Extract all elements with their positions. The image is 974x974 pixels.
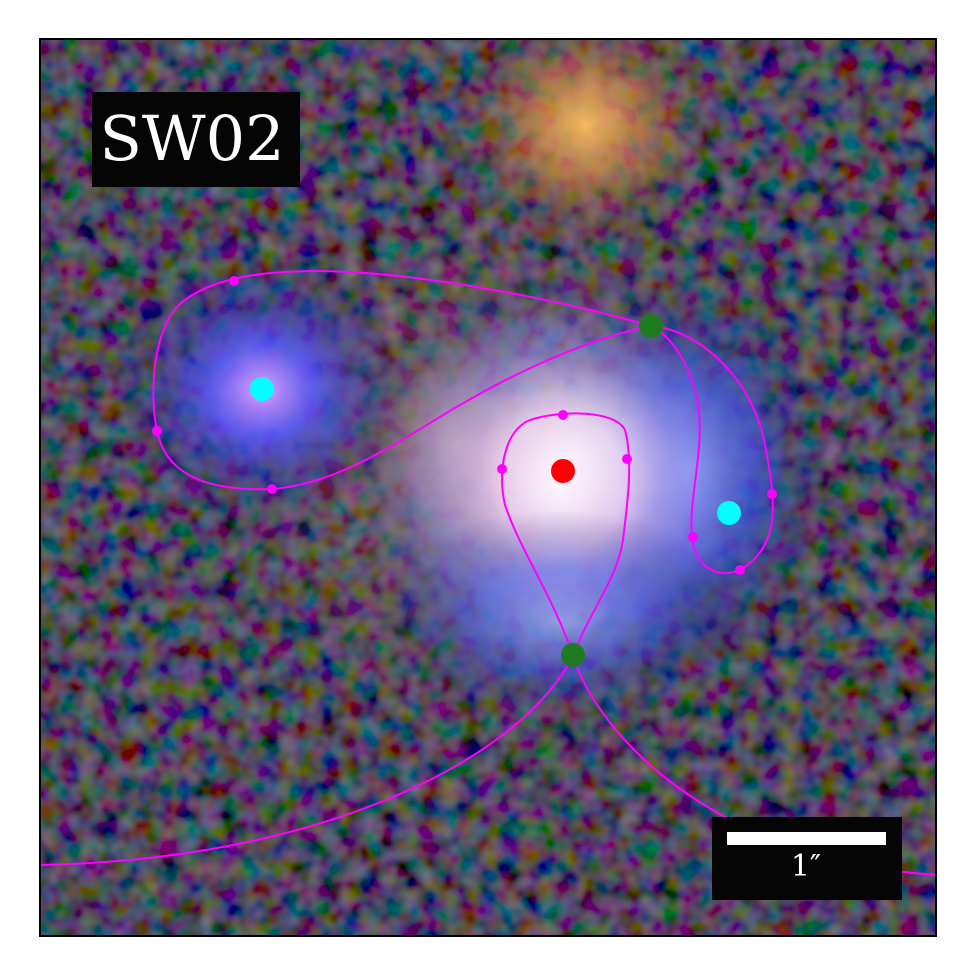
scale-bar-label: 1″	[791, 849, 821, 884]
sky-image	[40, 39, 936, 936]
curve-marker	[267, 484, 277, 494]
panel-label: SW02	[99, 102, 284, 175]
inner-loop-curve	[501, 412, 631, 660]
critical-point-marker	[639, 314, 663, 338]
lens-center-marker	[551, 459, 575, 483]
curve-marker	[735, 565, 745, 575]
curve-marker	[622, 454, 632, 464]
curve-markers	[152, 276, 777, 575]
curve-marker	[558, 410, 568, 420]
critical-point-marker	[561, 643, 585, 667]
panel-label-box: SW02	[92, 92, 300, 187]
curve-marker	[767, 489, 777, 499]
lower-left-tail-curve	[40, 655, 574, 866]
curve-marker	[152, 426, 162, 436]
curve-marker	[688, 532, 698, 542]
image-frame	[39, 38, 937, 937]
lensed-image-marker	[250, 377, 274, 401]
scale-bar-box: 1″	[712, 817, 902, 900]
curve-marker	[497, 464, 507, 474]
right-loop-curve	[650, 325, 774, 575]
curve-marker	[229, 276, 239, 286]
scale-bar	[727, 832, 886, 845]
lensed-image-marker	[717, 501, 741, 525]
